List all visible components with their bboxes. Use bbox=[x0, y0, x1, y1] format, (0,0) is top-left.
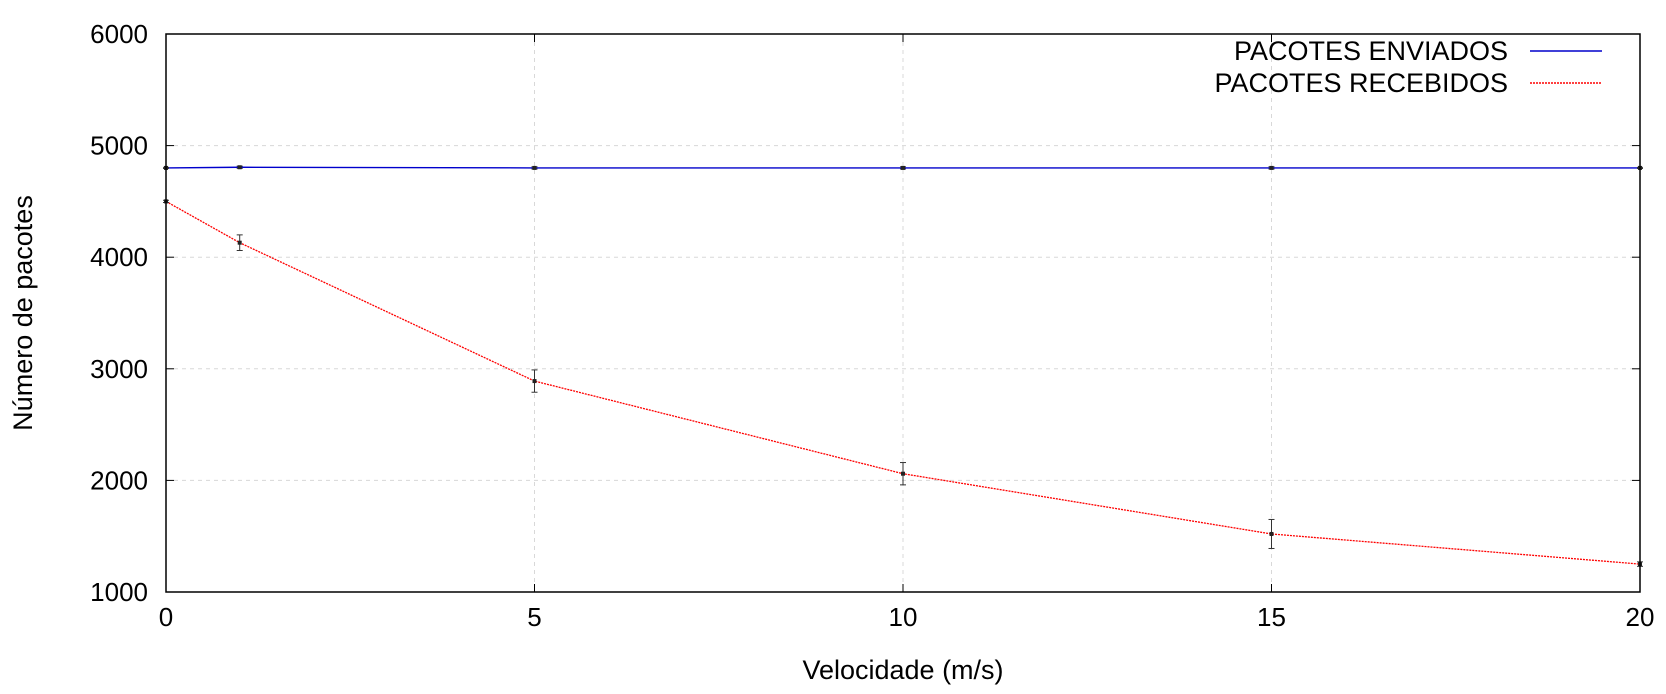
x-axis-ticks: 0 5 10 15 20 bbox=[159, 34, 1655, 632]
series-line-0 bbox=[165, 166, 1640, 169]
x-axis-title: Velocidade (m/s) bbox=[802, 655, 1003, 685]
plot-data bbox=[163, 165, 1643, 567]
y-tick-label: 4000 bbox=[90, 242, 148, 272]
x-tick-label: 15 bbox=[1257, 602, 1286, 632]
y-tick-label: 3000 bbox=[90, 354, 148, 384]
y-tick-label: 2000 bbox=[90, 465, 148, 495]
data-point-0-2 bbox=[532, 165, 537, 170]
data-point-1-2 bbox=[532, 379, 537, 384]
data-point-1-4 bbox=[1269, 531, 1274, 536]
grid-lines bbox=[166, 34, 1640, 592]
y-tick-label: 6000 bbox=[90, 19, 148, 49]
data-point-0-3 bbox=[901, 165, 905, 170]
series-line-1 bbox=[165, 200, 1641, 565]
y-tick-label: 5000 bbox=[90, 131, 148, 161]
data-point-0-1 bbox=[237, 165, 242, 170]
y-axis-title: Número de pacotes bbox=[8, 195, 38, 431]
legend-label-1: PACOTES RECEBIDOS bbox=[1214, 68, 1508, 98]
data-point-1-1 bbox=[237, 240, 242, 245]
data-point-1-3 bbox=[901, 471, 905, 476]
x-tick-label: 20 bbox=[1626, 602, 1655, 632]
y-axis-ticks: 1000 2000 3000 4000 5000 6000 bbox=[90, 19, 1640, 607]
data-point-0-4 bbox=[1269, 165, 1274, 170]
legend-label-0: PACOTES ENVIADOS bbox=[1234, 36, 1508, 66]
x-tick-label: 5 bbox=[527, 602, 541, 632]
x-tick-label: 10 bbox=[889, 602, 918, 632]
x-tick-label: 0 bbox=[159, 602, 173, 632]
y-tick-label: 1000 bbox=[90, 577, 148, 607]
